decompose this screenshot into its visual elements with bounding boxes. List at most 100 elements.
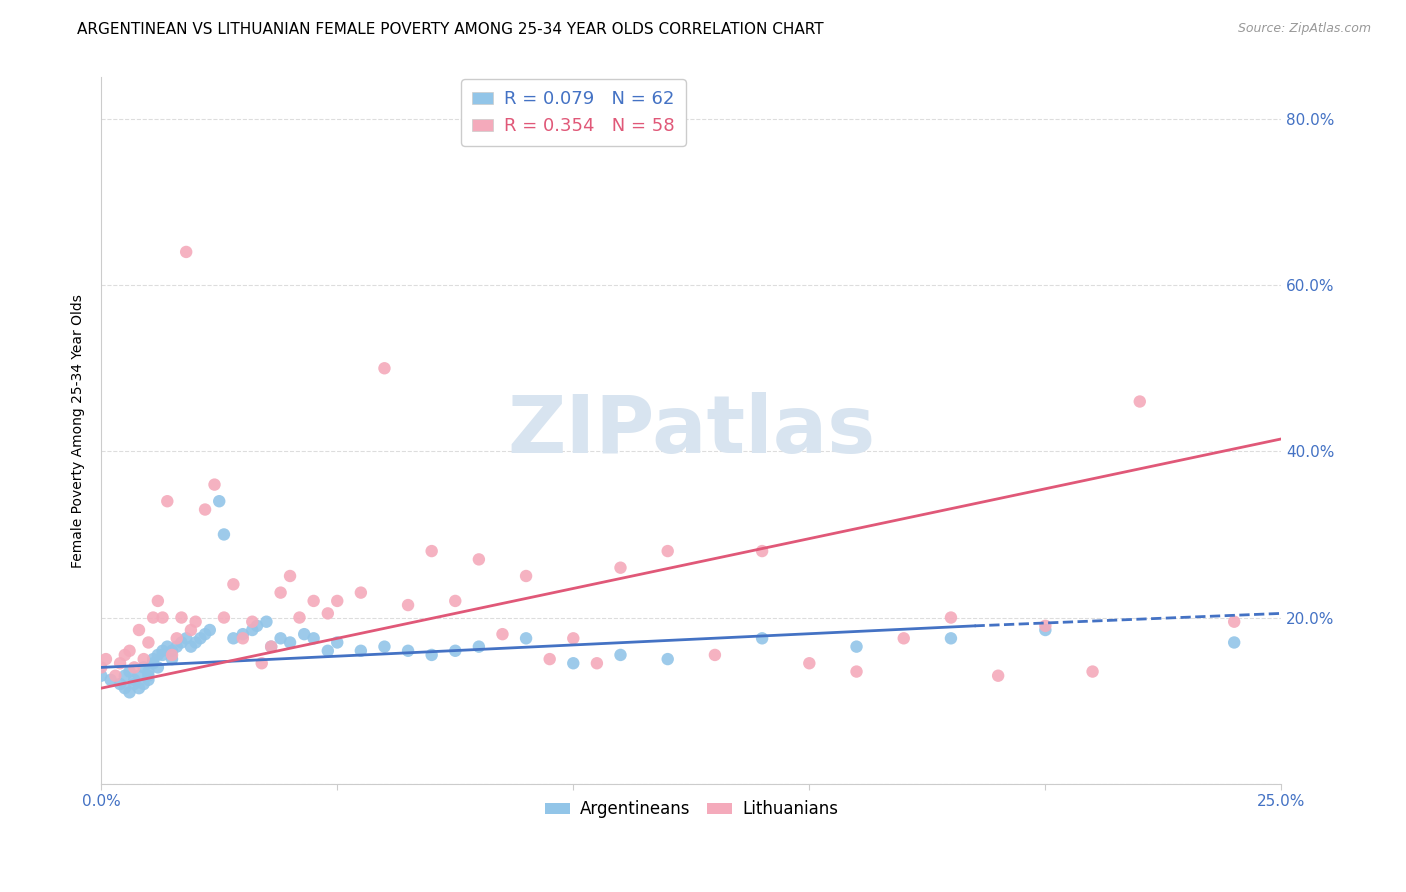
Point (90, 669, 112, 683)
Point (562, 657, 585, 671)
Point (138, 635, 160, 649)
Point (160, 648, 183, 662)
Point (302, 632, 325, 646)
Point (350, 644, 373, 658)
Point (373, 640, 395, 654)
Point (132, 660, 155, 674)
Point (845, 640, 868, 654)
Point (444, 644, 467, 658)
Point (184, 635, 207, 649)
Text: ZIPatlas: ZIPatlas (508, 392, 876, 469)
Point (152, 644, 174, 658)
Point (104, 669, 127, 683)
Point (138, 673, 160, 687)
Y-axis label: Female Poverty Among 25-34 Year Olds: Female Poverty Among 25-34 Year Olds (72, 293, 86, 567)
Point (270, 585, 292, 599)
Point (250, 657, 273, 671)
Point (444, 594, 467, 608)
Point (240, 623, 263, 637)
Point (260, 640, 283, 654)
Point (538, 652, 561, 666)
Point (751, 544, 773, 558)
Point (396, 644, 419, 658)
Point (326, 594, 349, 608)
Point (232, 632, 254, 646)
Point (146, 648, 169, 662)
Point (122, 673, 145, 687)
Point (240, 615, 263, 629)
Point (586, 657, 609, 671)
Point (278, 635, 301, 649)
Point (156, 640, 179, 654)
Point (122, 660, 145, 674)
Point (204, 477, 226, 491)
Point (751, 632, 773, 646)
Point (396, 598, 419, 612)
Point (316, 607, 339, 621)
Point (1081, 665, 1104, 679)
Point (278, 569, 301, 583)
Point (256, 615, 278, 629)
Text: Source: ZipAtlas.com: Source: ZipAtlas.com (1237, 22, 1371, 36)
Point (156, 494, 179, 508)
Point (609, 648, 631, 662)
Point (491, 627, 513, 641)
Legend: Argentineans, Lithuanians: Argentineans, Lithuanians (538, 794, 845, 825)
Point (799, 657, 821, 671)
Point (212, 527, 235, 541)
Point (146, 660, 169, 674)
Point (138, 669, 160, 683)
Point (108, 677, 131, 691)
Point (292, 627, 315, 641)
Point (152, 648, 174, 662)
Point (170, 635, 193, 649)
Point (128, 669, 150, 683)
Text: ARGENTINEAN VS LITHUANIAN FEMALE POVERTY AMONG 25-34 YEAR OLDS CORRELATION CHART: ARGENTINEAN VS LITHUANIAN FEMALE POVERTY… (77, 22, 824, 37)
Point (108, 657, 131, 671)
Point (270, 632, 292, 646)
Point (562, 632, 585, 646)
Point (222, 632, 245, 646)
Point (420, 544, 443, 558)
Point (1035, 619, 1057, 633)
Point (420, 648, 443, 662)
Point (1129, 394, 1152, 409)
Point (260, 640, 283, 654)
Point (184, 615, 207, 629)
Point (222, 577, 245, 591)
Point (180, 640, 202, 654)
Point (128, 623, 150, 637)
Point (90, 660, 112, 674)
Point (180, 623, 202, 637)
Point (657, 544, 679, 558)
Point (288, 610, 311, 624)
Point (373, 361, 395, 376)
Point (174, 632, 197, 646)
Point (166, 632, 188, 646)
Point (118, 665, 141, 679)
Point (468, 640, 491, 654)
Point (987, 669, 1010, 683)
Point (232, 627, 254, 641)
Point (515, 632, 537, 646)
Point (132, 652, 155, 666)
Point (350, 585, 373, 599)
Point (194, 502, 217, 516)
Point (1223, 615, 1246, 629)
Point (100, 673, 122, 687)
Point (94, 652, 117, 666)
Point (114, 648, 136, 662)
Point (152, 610, 174, 624)
Point (326, 635, 349, 649)
Point (146, 594, 169, 608)
Point (194, 627, 217, 641)
Point (845, 665, 868, 679)
Point (188, 632, 211, 646)
Point (515, 569, 537, 583)
Point (198, 623, 221, 637)
Point (939, 632, 962, 646)
Point (142, 610, 165, 624)
Point (893, 632, 915, 646)
Point (609, 560, 631, 574)
Point (114, 669, 136, 683)
